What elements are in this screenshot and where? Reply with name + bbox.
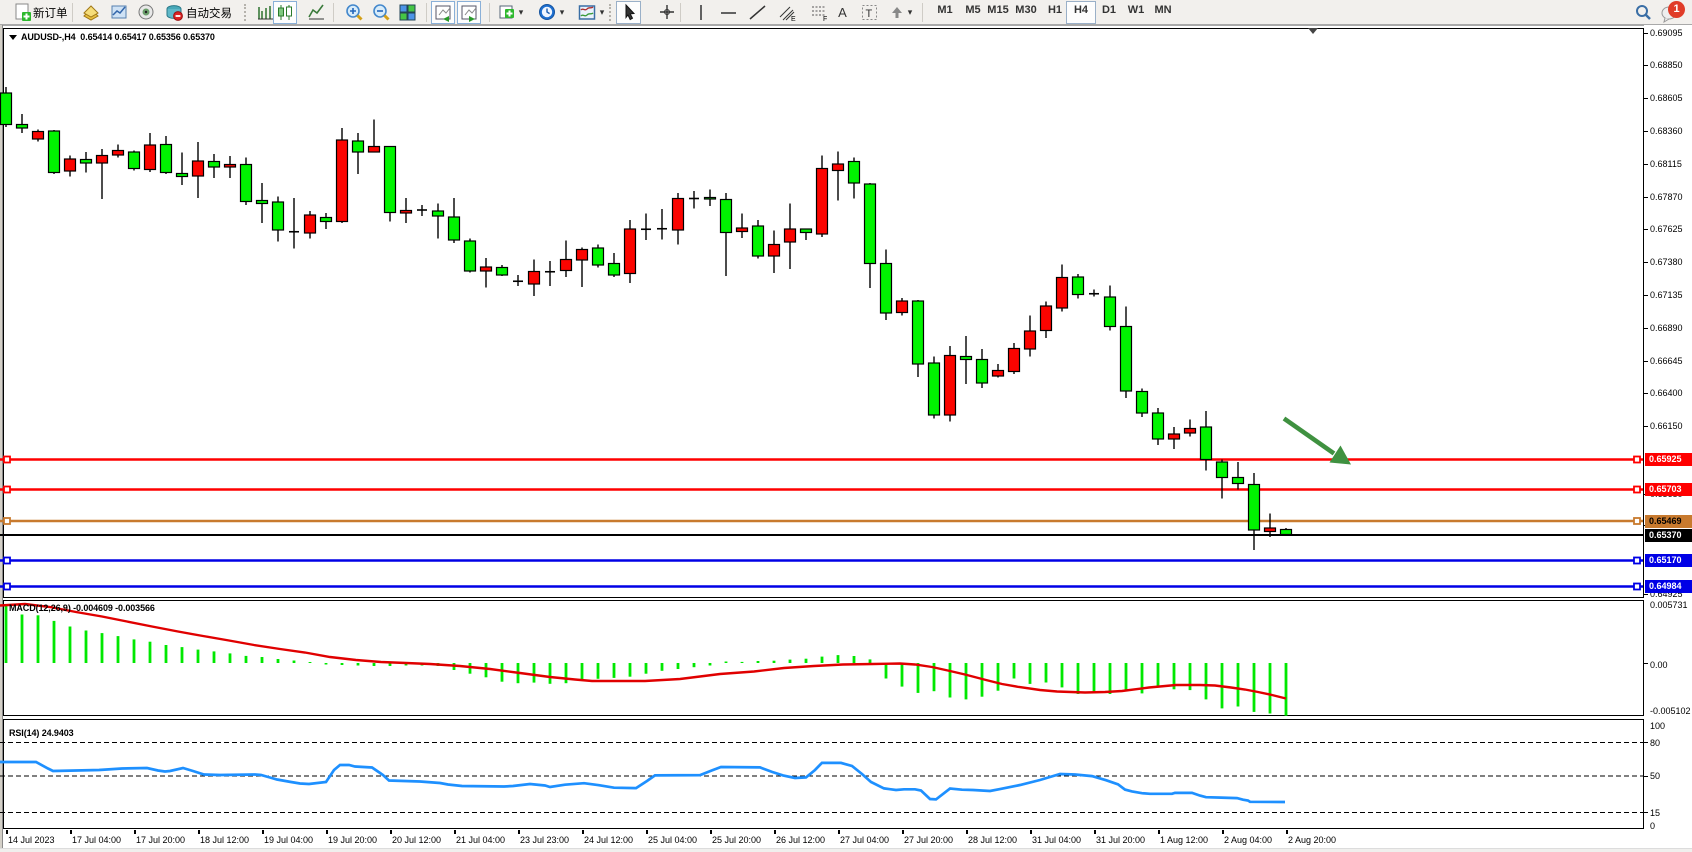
svg-text:E: E [791, 16, 796, 22]
svg-text:F: F [823, 16, 827, 22]
svg-text:T: T [866, 8, 873, 20]
